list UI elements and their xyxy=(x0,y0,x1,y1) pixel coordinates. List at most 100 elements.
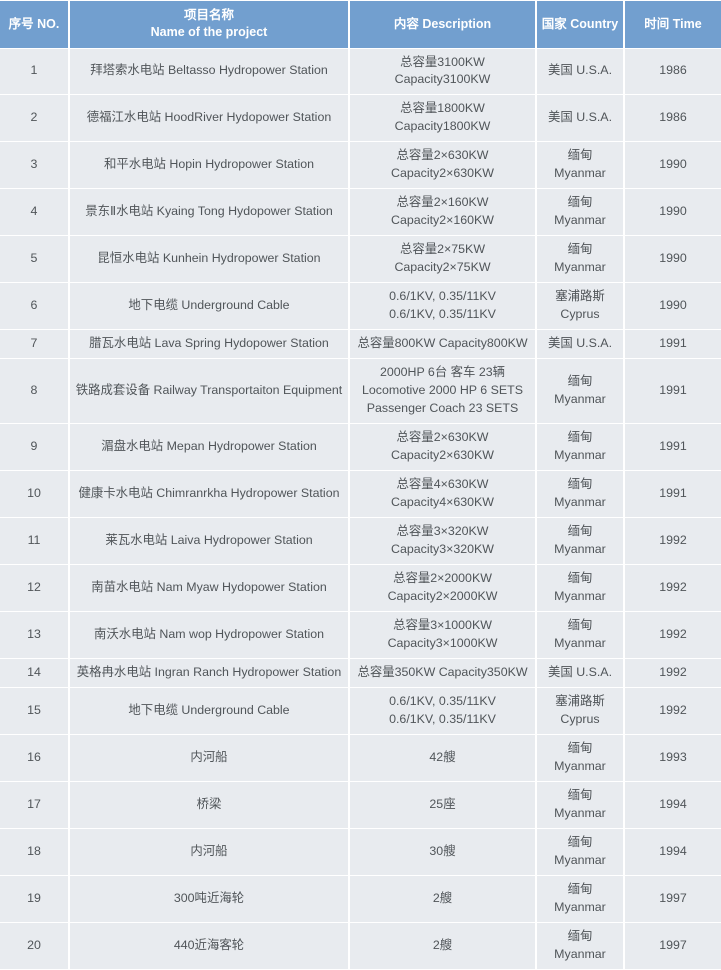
cell-name: 440近海客轮 xyxy=(70,922,350,969)
cell-time: 1990 xyxy=(625,189,721,236)
cell-desc: 2艘 xyxy=(350,922,537,969)
cell-time: 1992 xyxy=(625,518,721,565)
cell-desc-line: 30艘 xyxy=(429,843,456,858)
cell-time: 1986 xyxy=(625,95,721,142)
cell-time-line: 1991 xyxy=(659,486,687,501)
cell-name-line: 内河船 xyxy=(190,750,228,765)
cell-no-line: 3 xyxy=(30,157,38,172)
cell-name-line: 地下电缆 Underground Cable xyxy=(128,298,290,313)
cell-no: 2 xyxy=(0,95,70,142)
cell-country: 缅甸 Myanmar xyxy=(537,189,625,236)
cell-name-line: 景东Ⅱ水电站 Kyaing Tong Hydopower Station xyxy=(85,204,333,219)
cell-no-line: 19 xyxy=(27,890,41,905)
cell-country-line: Cyprus xyxy=(560,712,600,727)
cell-desc-line: 2000HP 6台 客车 23辆 xyxy=(379,365,506,380)
cell-time-line: 1997 xyxy=(659,937,687,952)
cell-desc-line: 总容量3100KW Capacity3100KW xyxy=(394,54,491,87)
cell-no: 19 xyxy=(0,875,70,922)
column-header-project-name: 项目名称 Name of the project xyxy=(70,1,350,48)
cell-time-line: 1990 xyxy=(659,298,687,313)
cell-country-line: 美国 U.S.A. xyxy=(547,63,613,78)
cell-country: 缅甸 Myanmar xyxy=(537,142,625,189)
cell-name: 健康卡水电站 Chimranrkha Hydropower Station xyxy=(70,471,350,518)
cell-country: 缅甸 Myanmar xyxy=(537,875,625,922)
cell-name: 湄盘水电站 Mepan Hydropower Station xyxy=(70,424,350,471)
cell-no-line: 8 xyxy=(30,383,38,398)
table-row: 12 南苗水电站 Nam Myaw Hydopower Station 总容量2×2… xyxy=(0,565,721,612)
cell-desc: 总容量3×1000KW Capacity3×1000KW xyxy=(350,612,537,659)
cell-country: 缅甸 Myanmar xyxy=(537,565,625,612)
cell-desc: 总容量2×160KW Capacity2×160KW xyxy=(350,189,537,236)
cell-desc-line: Capacity3×1000KW xyxy=(387,636,498,651)
cell-country-line: 缅甸 Myanmar xyxy=(554,928,606,961)
cell-desc-line: 总容量4×630KW xyxy=(396,477,489,492)
cell-desc-line: 25座 xyxy=(429,797,456,811)
cell-time: 1994 xyxy=(625,828,721,875)
cell-country: 缅甸 Myanmar xyxy=(537,612,625,659)
cell-desc-line: 2艘 xyxy=(432,890,453,905)
cell-time: 1993 xyxy=(625,735,721,782)
cell-country-line: Cyprus xyxy=(560,307,600,322)
table-row: 10 健康卡水电站 Chimranrkha Hydropower Station 总… xyxy=(0,471,721,518)
cell-time-line: 1990 xyxy=(659,204,687,219)
table-row: 1 拜塔索水电站 Beltasso Hydropower Station 总容量31… xyxy=(0,48,721,95)
column-header-time: 时间 Time xyxy=(625,1,721,48)
cell-desc: 25座 xyxy=(350,782,537,828)
cell-country: 缅甸 Myanmar xyxy=(537,471,625,518)
cell-country-line: 缅甸 Myanmar xyxy=(554,430,606,463)
cell-no: 14 xyxy=(0,659,70,688)
cell-country: 缅甸 Myanmar xyxy=(537,424,625,471)
cell-name-line: 南苗水电站 Nam Myaw Hydopower Station xyxy=(91,580,327,595)
cell-desc-line: Passenger Coach 23 SETS xyxy=(366,401,519,416)
cell-desc: 总容量3×320KW Capacity3×320KW xyxy=(350,518,537,565)
cell-time-line: 1993 xyxy=(659,750,687,765)
cell-desc: 2艘 xyxy=(350,875,537,922)
cell-desc-line: 0.6/1KV, 0.35/11KV xyxy=(389,712,496,727)
column-header-country: 国家 Country xyxy=(537,1,625,48)
cell-name-line: 440近海客轮 xyxy=(173,937,245,952)
cell-name-line: 和平水电站 Hopin Hydropower Station xyxy=(103,157,315,172)
cell-time-line: 1997 xyxy=(659,890,687,905)
cell-time-line: 1992 xyxy=(659,627,687,642)
cell-time-line: 1990 xyxy=(659,251,687,266)
table-row: 5 昆恒水电站 Kunhein Hydropower Station 总容量2×75… xyxy=(0,236,721,283)
cell-time-line: 1992 xyxy=(659,665,687,680)
table-row: 13 南沃水电站 Nam wop Hydropower Station 总容量3×1… xyxy=(0,612,721,659)
column-header-project-name-cn: 项目名称 xyxy=(183,8,234,22)
cell-name-line: 南沃水电站 Nam wop Hydropower Station xyxy=(94,627,324,642)
cell-desc: 总容量2×75KW Capacity2×75KW xyxy=(350,236,537,283)
cell-no-line: 11 xyxy=(27,533,41,548)
cell-no: 6 xyxy=(0,283,70,330)
table-row: 16 内河船 42艘 缅甸 Myanmar 1993 xyxy=(0,735,721,782)
cell-desc: 总容量800KW Capacity800KW xyxy=(350,330,537,359)
cell-country-line: 缅甸 Myanmar xyxy=(554,242,606,275)
cell-no-line: 13 xyxy=(27,627,41,642)
cell-desc-line: Capacity2×2000KW xyxy=(387,589,498,604)
cell-country-line: 塞浦路斯 xyxy=(555,694,605,709)
cell-no-line: 20 xyxy=(27,937,41,952)
table-header-row: 序号 NO. 项目名称 Name of the project 内容 Descr… xyxy=(0,1,721,48)
cell-no-line: 17 xyxy=(27,797,41,811)
cell-country: 美国 U.S.A. xyxy=(537,330,625,359)
cell-name: 南沃水电站 Nam wop Hydropower Station xyxy=(70,612,350,659)
cell-time: 1992 xyxy=(625,612,721,659)
cell-name: 内河船 xyxy=(70,735,350,782)
table-row: 2 德福江水电站 HoodRiver Hydopower Station 总容量18… xyxy=(0,95,721,142)
cell-desc-line: Capacity4×630KW xyxy=(391,495,494,510)
cell-no-line: 18 xyxy=(27,843,41,858)
cell-desc-line: 总容量3×1000KW xyxy=(393,618,492,633)
table-row: 11 莱瓦水电站 Laiva Hydropower Station 总容量3×320… xyxy=(0,518,721,565)
cell-desc-line: 总容量3×320KW xyxy=(396,524,489,539)
cell-country: 缅甸 Myanmar xyxy=(537,735,625,782)
cell-desc: 总容量2×630KW Capacity2×630KW xyxy=(350,142,537,189)
cell-time: 1991 xyxy=(625,359,721,424)
cell-time-line: 1986 xyxy=(659,63,687,78)
cell-no: 17 xyxy=(0,782,70,828)
column-header-project-name-en: Name of the project xyxy=(150,25,268,40)
cell-time: 1986 xyxy=(625,48,721,95)
cell-no: 9 xyxy=(0,424,70,471)
cell-time: 1991 xyxy=(625,424,721,471)
cell-time-line: 1992 xyxy=(659,533,687,548)
cell-time: 1992 xyxy=(625,565,721,612)
cell-no: 13 xyxy=(0,612,70,659)
